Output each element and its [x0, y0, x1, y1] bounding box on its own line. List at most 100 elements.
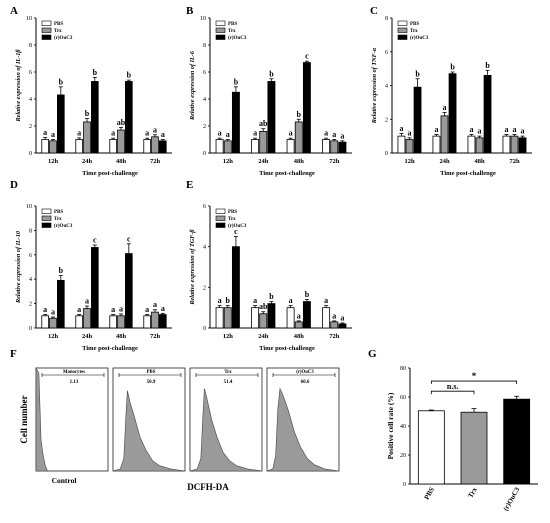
- significance-letter: c: [305, 52, 309, 61]
- histogram-area: [189, 388, 263, 472]
- significance-letter: a: [340, 313, 344, 322]
- x-tick-label: 12h: [223, 158, 234, 165]
- significance-letter: a: [145, 129, 149, 138]
- y-tick-label: 4: [203, 245, 206, 251]
- legend-label: PBS: [54, 22, 63, 27]
- significance-letter: a: [408, 128, 412, 137]
- significance-letter: a: [51, 130, 55, 139]
- y-axis-label: Positive cell rate (%): [386, 392, 395, 459]
- significance-letter: b: [450, 63, 455, 72]
- histogram-value: 51.4: [224, 380, 233, 385]
- bar: [286, 307, 295, 329]
- significance-letter: a: [332, 130, 336, 139]
- x-tick-label: 72h: [150, 158, 161, 165]
- x-tick-label: 12h: [48, 333, 59, 340]
- histogram-value: 50.9: [147, 380, 156, 385]
- bar: [518, 137, 527, 154]
- bar: [83, 121, 91, 154]
- legend-swatch: [41, 222, 52, 228]
- histogram-label: PBS: [147, 370, 156, 375]
- significance-letter: a: [161, 304, 165, 313]
- chart-panel-f: Monocytes 1.13 PBS 50.9 Trx 51.4 (r)OuC3 60.6 Ce…: [19, 366, 340, 492]
- significance-letter: a: [153, 300, 157, 309]
- x-axis-label: Time post-challenge: [259, 170, 315, 177]
- y-tick-label: 4: [385, 84, 388, 90]
- y-axis-label: Relative expression of TGF-β: [189, 229, 196, 306]
- y-tick-label: 6: [29, 70, 32, 76]
- significance-letter: a: [43, 305, 47, 314]
- x-tick-label: 24h: [82, 158, 93, 165]
- bar: [397, 135, 406, 154]
- bar: [91, 247, 99, 329]
- bar: [151, 311, 159, 329]
- bar: [448, 73, 457, 154]
- significance-letter: b: [226, 296, 231, 305]
- bar: [143, 139, 151, 154]
- bar: [117, 129, 125, 154]
- significance-letter: b: [269, 69, 274, 78]
- significance-letter: b: [59, 266, 64, 275]
- bar: [502, 135, 511, 154]
- x-tick-label: 48h: [474, 158, 485, 165]
- x-tick-label: 24h: [82, 333, 93, 340]
- x-axis-label: Time post-challenge: [259, 345, 315, 352]
- bar: [467, 135, 476, 154]
- significance-label: n.s.: [447, 382, 459, 391]
- legend-label: PBS: [54, 210, 63, 215]
- bar: [330, 321, 339, 329]
- significance-letter: b: [93, 68, 98, 77]
- panel-label-f: F: [10, 348, 17, 360]
- bar: [49, 140, 57, 154]
- x-tick-label: Trx: [466, 486, 479, 500]
- bar: [338, 323, 347, 329]
- y-tick-label: 0: [29, 151, 32, 157]
- significance-letter: a: [340, 131, 344, 140]
- significance-letter: a: [478, 127, 482, 136]
- bar: [223, 307, 232, 329]
- y-axis-label: Cell number: [19, 395, 29, 443]
- bar: [503, 398, 531, 485]
- legend-label: Trx: [410, 29, 418, 34]
- bar: [83, 308, 91, 329]
- bar: [151, 136, 159, 154]
- y-axis-label: Relative expression of TNF-α: [371, 47, 378, 124]
- y-axis-label: Relative expression of IL-1β: [15, 49, 22, 123]
- y-tick-label: 2: [203, 285, 206, 291]
- x-tick-label: 72h: [509, 158, 520, 165]
- histogram-area: [35, 366, 108, 472]
- y-tick-label: 2: [203, 124, 206, 130]
- legend-swatch: [215, 208, 226, 214]
- y-tick-label: 10: [200, 16, 206, 22]
- bar: [440, 115, 449, 154]
- bar: [294, 321, 303, 329]
- legend-swatch: [41, 27, 52, 33]
- y-tick-label: 2: [385, 117, 388, 123]
- significance-letter: a: [253, 129, 257, 138]
- significance-letter: a: [153, 125, 157, 134]
- significance-letter: a: [51, 308, 55, 317]
- chart-panel-g: 0 20 40 60 80 PBS Trx (r)OuC3 n.s. * Positive cell…: [386, 366, 538, 512]
- legend-swatch: [41, 215, 52, 221]
- x-axis-label: DCFH-DA: [187, 482, 229, 492]
- x-tick-label: 24h: [439, 158, 450, 165]
- panel-label-c: C: [370, 5, 378, 17]
- x-tick-label: 48h: [116, 333, 127, 340]
- legend-swatch: [397, 34, 408, 40]
- bar: [49, 317, 57, 329]
- panel-label-d: D: [10, 179, 18, 191]
- significance-letter: c: [127, 234, 131, 243]
- y-tick-label: 6: [29, 253, 32, 259]
- y-tick-label: 6: [203, 70, 206, 76]
- bar: [91, 81, 99, 154]
- x-tick-label: 12h: [404, 158, 415, 165]
- bar: [41, 315, 49, 329]
- significance-letter: a: [111, 129, 115, 138]
- y-tick-label: 8: [385, 16, 388, 22]
- histogram-value: 1.13: [70, 380, 79, 385]
- bar: [231, 246, 240, 329]
- x-tick-label: 24h: [258, 158, 269, 165]
- bar: [125, 81, 133, 154]
- significance-letter: b: [297, 110, 302, 119]
- x-tick-label: (r)OuC3: [502, 486, 522, 513]
